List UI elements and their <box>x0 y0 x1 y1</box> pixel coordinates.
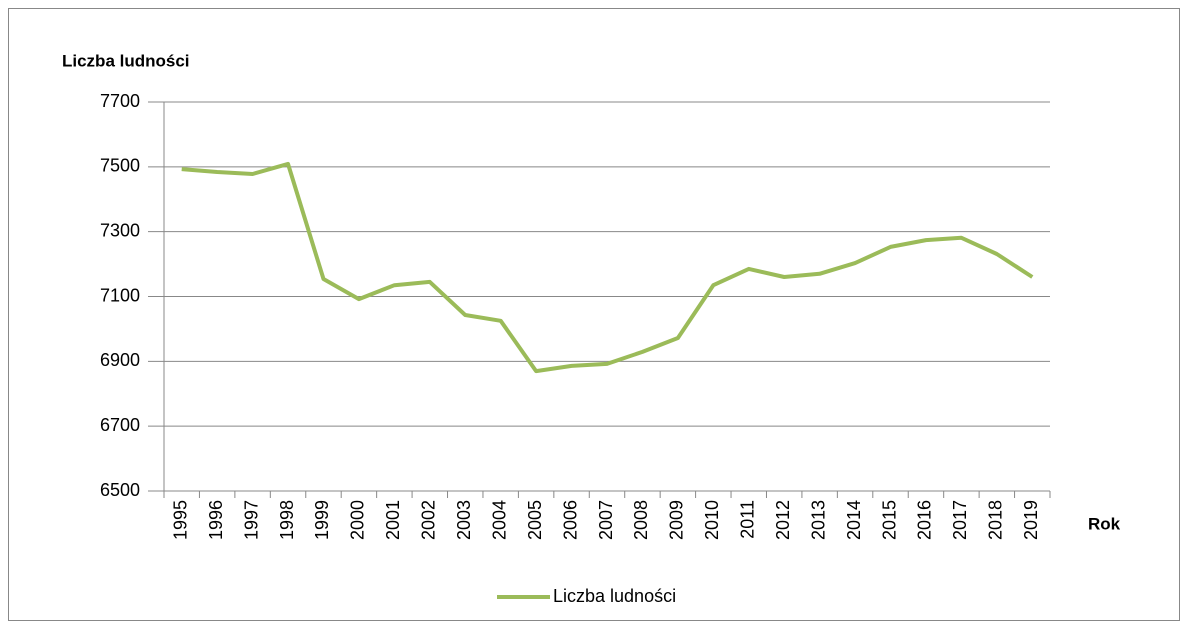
x-tick-label: 2012 <box>773 500 793 540</box>
x-tick-label: 2019 <box>1021 500 1041 540</box>
chart-border <box>8 8 1180 621</box>
x-tick-label: 2014 <box>844 500 864 540</box>
x-tick-label: 2017 <box>950 500 970 540</box>
x-tick-label: 2005 <box>525 500 545 540</box>
x-tick-label: 1995 <box>170 500 190 540</box>
x-tick-label: 2004 <box>489 500 509 540</box>
x-tick-label: 2009 <box>667 500 687 540</box>
x-tick-label: 2001 <box>383 500 403 540</box>
y-tick-label: 6900 <box>100 350 140 370</box>
y-tick-label: 7100 <box>100 285 140 305</box>
x-tick-label: 2006 <box>560 500 580 540</box>
y-tick-label: 6700 <box>100 415 140 435</box>
y-tick-label: 7700 <box>100 91 140 111</box>
x-axis-label: Rok <box>1088 514 1121 533</box>
y-axis-label: Liczba ludności <box>62 51 190 70</box>
x-tick-label: 2008 <box>631 500 651 540</box>
x-tick-label: 2011 <box>738 500 758 539</box>
x-tick-label: 2003 <box>454 500 474 540</box>
x-tick-label: 1998 <box>277 500 297 540</box>
x-tick-label: 1996 <box>206 500 226 540</box>
x-tick-label: 2013 <box>808 500 828 540</box>
x-tick-label: 2007 <box>596 500 616 540</box>
x-tick-label: 2016 <box>915 500 935 540</box>
x-tick-label: 2002 <box>419 500 439 540</box>
y-tick-label: 7500 <box>100 156 140 176</box>
y-tick-label: 6500 <box>100 480 140 500</box>
x-tick-label: 2018 <box>986 500 1006 540</box>
x-tick-label: 2015 <box>879 500 899 540</box>
line-series <box>181 161 1034 374</box>
x-tick-label: 2010 <box>702 500 722 540</box>
legend-label: Liczba ludności <box>553 586 676 606</box>
x-tick-label: 2000 <box>348 500 368 540</box>
x-tick-label: 1997 <box>241 500 261 540</box>
x-tick-label: 1999 <box>312 500 332 540</box>
y-tick-label: 7300 <box>100 220 140 240</box>
